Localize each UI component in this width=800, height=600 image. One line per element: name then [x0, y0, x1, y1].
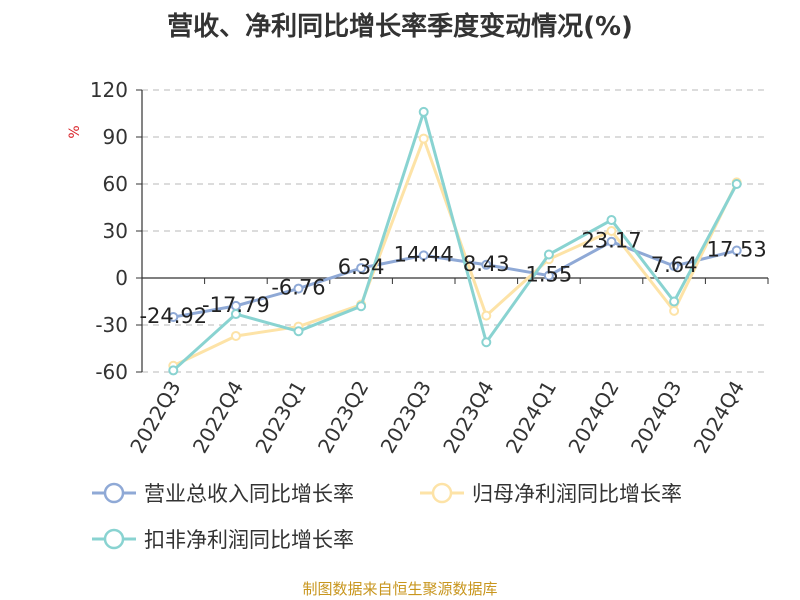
x-tick-label: 2024Q1 [501, 377, 561, 458]
data-label: -24.92 [139, 304, 207, 328]
series-0-point [356, 263, 367, 274]
series-0-point [481, 259, 492, 270]
y-tick-label: -60 [95, 360, 128, 384]
legend-swatch-deducted-net-profit [92, 528, 136, 550]
series-2-point [481, 337, 492, 348]
x-tick-label: 2024Q4 [689, 377, 749, 458]
chart-title: 营收、净利同比增长率季度变动情况(%) [167, 12, 633, 42]
series-line-2 [172, 110, 739, 372]
series-2-point [543, 249, 554, 260]
series-lines [168, 106, 742, 376]
legend-item-revenue[interactable]: 营业总收入同比增长率 [92, 478, 354, 508]
legend-swatch-revenue [92, 482, 136, 504]
data-label: 1.55 [526, 263, 573, 287]
source-note: 制图数据来自恒生聚源数据库 [302, 580, 498, 598]
data-labels: -24.92-17.79-6.76 6.34 14.44 8.43 1.55 23.17 7… [139, 229, 766, 328]
data-label: 23.17 [581, 229, 641, 253]
series-0-point [293, 283, 304, 294]
legend-label-deducted-net-profit: 扣非净利润同比增长率 [144, 528, 354, 552]
data-label: -6.76 [271, 276, 325, 300]
data-label: 14.44 [394, 242, 454, 266]
y-tick-label: 0 [115, 266, 128, 290]
series-1-point [481, 310, 492, 321]
legend-item-deducted-net-profit[interactable]: 扣非净利润同比增长率 [92, 524, 354, 554]
series-0-point [543, 270, 554, 281]
series-0-point [606, 236, 617, 247]
series-0-point [669, 261, 680, 272]
series-2-point [418, 106, 429, 117]
x-tick-label: 2022Q4 [188, 377, 248, 458]
data-label: -17.79 [202, 293, 270, 317]
x-tick-label: 2023Q3 [376, 377, 436, 458]
y-tick-label: 90 [103, 125, 128, 149]
series-0-point [168, 312, 179, 323]
legend-item-net-profit[interactable]: 归母净利润同比增长率 [420, 478, 682, 508]
legend-label-net-profit: 归母净利润同比增长率 [472, 482, 682, 506]
series-2-point [168, 365, 179, 376]
x-tick-label: 2023Q1 [250, 377, 310, 458]
series-1-point [606, 226, 617, 236]
x-tick-label: 2024Q2 [563, 377, 623, 458]
legend-swatch-net-profit [420, 482, 464, 504]
data-label: 8.43 [463, 252, 510, 276]
series-2-point [731, 179, 742, 189]
y-tick-label: 120 [90, 78, 128, 102]
y-tick-label: 30 [103, 219, 128, 243]
data-label: 17.53 [707, 238, 767, 262]
series-0-point [418, 250, 429, 261]
y-tick-label: 60 [103, 172, 128, 196]
series-2-point [293, 326, 304, 337]
series-0-point [731, 245, 742, 256]
series-1-point [418, 133, 429, 144]
x-tick-label: 2023Q2 [313, 377, 373, 458]
x-tick-label: 2023Q4 [438, 377, 498, 458]
series-1-point [669, 305, 680, 316]
y-axis-label: % [67, 125, 83, 138]
series-line-0 [173, 240, 738, 319]
series-2-point [606, 215, 617, 226]
data-label: 7.64 [651, 253, 698, 277]
series-2-point [356, 301, 367, 312]
x-tick-label: 2024Q3 [626, 377, 686, 458]
series-1-point [230, 330, 241, 341]
legend-label-revenue: 营业总收入同比增长率 [144, 482, 354, 506]
x-tick-label: 2022Q3 [125, 377, 185, 458]
y-tick-label: -30 [95, 313, 128, 337]
series-2-point [669, 296, 680, 307]
series-2-point [230, 309, 241, 320]
data-label: 6.34 [338, 255, 385, 279]
